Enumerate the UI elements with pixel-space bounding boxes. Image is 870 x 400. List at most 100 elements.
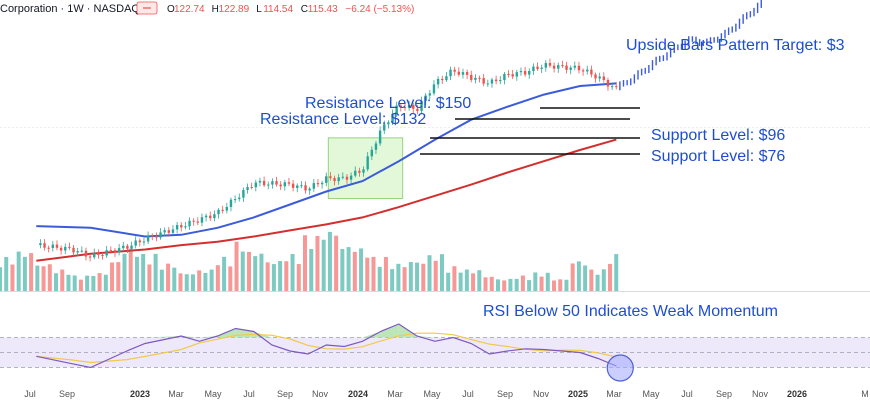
- candle-body: [188, 220, 191, 227]
- candle-body: [590, 69, 593, 75]
- volume-bar: [10, 264, 15, 291]
- candle-body: [59, 247, 63, 251]
- volume-bar: [377, 266, 382, 291]
- candle-body: [126, 245, 129, 249]
- candle-body: [51, 244, 55, 249]
- volume-bar: [222, 256, 227, 291]
- candle-body: [461, 72, 465, 75]
- fast-moving-average: [36, 82, 617, 238]
- volume-bar: [415, 262, 420, 291]
- candle-body: [213, 214, 216, 219]
- volume-bar: [583, 265, 588, 291]
- candle-body: [267, 184, 270, 186]
- candle-body: [117, 248, 121, 253]
- candle-body: [366, 156, 369, 170]
- candle-body: [287, 182, 291, 184]
- candle-body: [254, 182, 258, 188]
- x-tick-label: Jul: [681, 389, 693, 399]
- candle-body: [515, 72, 519, 77]
- x-tick-label: Mar: [606, 389, 622, 399]
- volume-bar: [508, 278, 513, 291]
- volume-bar: [471, 273, 476, 291]
- candle-body: [80, 250, 84, 252]
- ohlc-key-h: H: [212, 4, 219, 15]
- candle-body: [362, 169, 365, 173]
- volume-bar: [576, 261, 581, 291]
- volume-bar: [97, 273, 102, 291]
- candle-body: [594, 74, 597, 79]
- volume-bar: [159, 269, 164, 291]
- candle-body: [403, 107, 407, 109]
- pattern-target-label: Upside Bars Pattern Target: $3: [626, 37, 845, 54]
- volume-bar: [533, 272, 538, 291]
- volume-bar: [284, 261, 289, 291]
- volume-bar: [502, 280, 507, 291]
- volume-bar: [253, 256, 258, 291]
- candle-body: [250, 186, 253, 188]
- volume-bar: [265, 262, 270, 291]
- candle-body: [175, 225, 179, 230]
- candle-body: [552, 65, 556, 69]
- volume-bar: [421, 263, 426, 291]
- candle-body: [474, 77, 477, 80]
- volume-bar: [321, 239, 326, 291]
- candle-body: [540, 67, 543, 69]
- candle-body: [465, 72, 469, 75]
- rsi-pane[interactable]: [0, 323, 870, 382]
- volume-bar: [4, 256, 9, 291]
- candle-body: [167, 230, 171, 233]
- volume-bar: [489, 276, 494, 291]
- candle-body: [76, 251, 79, 253]
- candle-body: [155, 235, 158, 238]
- candle-body: [109, 250, 113, 252]
- candle-body: [370, 149, 374, 157]
- candle-body: [192, 220, 195, 222]
- candle-body: [358, 170, 361, 173]
- candle-body: [159, 232, 162, 238]
- volume-bar: [184, 274, 189, 291]
- candle-body: [184, 226, 187, 228]
- candle-body: [407, 104, 411, 108]
- volume-bar: [215, 265, 220, 291]
- slow-moving-average: [36, 138, 617, 262]
- resistance-150-label: Resistance Level: $150: [305, 95, 471, 112]
- volume-bar: [128, 248, 133, 291]
- x-tick-label: May: [423, 389, 441, 399]
- candle-body: [204, 215, 208, 218]
- candle-body: [113, 250, 117, 253]
- volume-bar: [408, 262, 413, 291]
- candle-body: [416, 108, 419, 111]
- candle-body: [225, 206, 229, 211]
- volume-bar: [303, 235, 308, 291]
- candle-body: [200, 217, 204, 223]
- price-pane[interactable]: [0, 0, 870, 291]
- candle-body: [391, 113, 394, 123]
- volume-bar: [278, 261, 283, 291]
- volume-bar: [608, 263, 613, 291]
- candle-body: [84, 250, 88, 257]
- candle-body: [499, 80, 502, 82]
- candle-body: [320, 182, 324, 185]
- candle-body: [581, 70, 585, 72]
- ohlc-key-o: O: [167, 4, 175, 15]
- volume-bar: [190, 274, 195, 291]
- candle-body: [523, 71, 527, 75]
- candle-body: [378, 130, 382, 144]
- volume-bar: [166, 263, 171, 291]
- candle-body: [68, 246, 71, 248]
- candle-body: [441, 78, 444, 81]
- volume-bar: [446, 272, 451, 291]
- x-tick-label: Sep: [716, 389, 732, 399]
- volume-bar: [520, 275, 525, 291]
- candle-body: [598, 76, 601, 79]
- volume-bar: [0, 267, 2, 291]
- candle-body: [242, 189, 245, 198]
- candle-body: [43, 243, 46, 248]
- candle-body: [329, 176, 332, 179]
- candle-body: [453, 69, 456, 72]
- candle-body: [142, 241, 146, 243]
- candle-body: [180, 225, 183, 228]
- volume-bar: [197, 270, 202, 291]
- ohlc-change: −6.24 (−5.13%): [345, 4, 414, 15]
